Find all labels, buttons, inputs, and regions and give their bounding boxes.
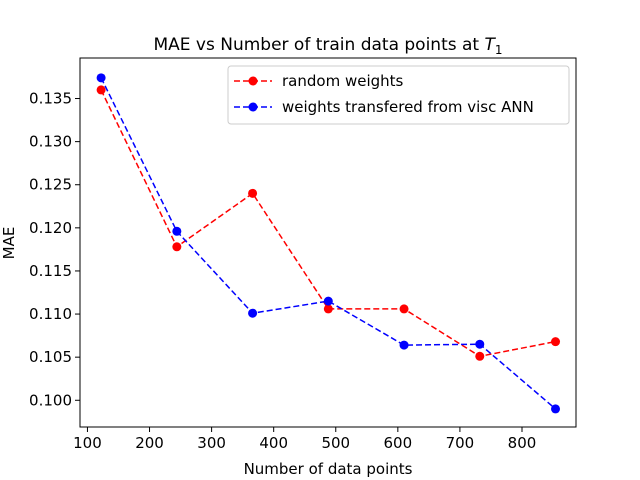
legend-box	[227, 65, 570, 125]
data-point	[323, 296, 333, 306]
data-point	[172, 242, 182, 252]
x-tick-label: 100	[73, 434, 102, 452]
data-point	[96, 73, 106, 83]
chart-title-text: MAE vs Number of train data points at	[153, 35, 484, 55]
x-tick-label: 800	[508, 434, 537, 452]
data-point	[475, 339, 485, 349]
x-tick-label: 500	[321, 434, 350, 452]
data-point	[323, 304, 333, 314]
series-line-random-weights	[100, 89, 556, 358]
data-point	[248, 188, 258, 198]
chart-title-math-sub: 1	[495, 43, 503, 57]
legend-marker-swatch	[248, 76, 258, 86]
data-point	[551, 337, 561, 347]
legend-entry-label: random weights	[282, 72, 404, 90]
data-point	[551, 404, 561, 414]
data-point	[399, 304, 409, 314]
y-axis-label: MAE	[0, 227, 18, 260]
legend: random weights weights transfered from vi…	[227, 65, 570, 125]
x-tick-label: 600	[384, 434, 413, 452]
x-axis-label: Number of data points	[244, 460, 413, 478]
x-tick-label: 200	[135, 434, 164, 452]
legend-entry-label: weights transfered from visc ANN	[282, 98, 534, 116]
y-tick-label: 0.130	[29, 133, 72, 151]
y-tick-label: 0.115	[29, 262, 72, 280]
x-tick-label: 700	[446, 434, 475, 452]
y-tick-label: 0.120	[29, 219, 72, 237]
y-axis-ticks: 0.100 0.105 0.110 0.115 0.120 0.125 0.130 0.135	[29, 90, 80, 409]
legend-marker-swatch	[248, 102, 258, 112]
x-tick-label: 300	[197, 434, 226, 452]
chart-title-math: T	[485, 35, 497, 55]
y-tick-label: 0.135	[29, 90, 72, 108]
data-point	[399, 340, 409, 350]
chart-title: MAE vs Number of train data points at T1	[153, 35, 502, 57]
data-point	[475, 351, 485, 361]
y-tick-label: 0.110	[29, 305, 72, 323]
y-tick-label: 0.100	[29, 391, 72, 409]
plot-frame	[79, 57, 577, 428]
x-axis-ticks: 100 200 300 400 500 600 700 800	[73, 427, 536, 452]
data-point	[248, 308, 258, 318]
data-point	[172, 226, 182, 236]
data-point	[96, 85, 106, 95]
plot-area	[96, 73, 561, 414]
y-tick-label: 0.125	[29, 176, 72, 194]
series-line-transferred-weights	[100, 77, 556, 410]
x-tick-label: 400	[259, 434, 288, 452]
y-tick-label: 0.105	[29, 348, 72, 366]
